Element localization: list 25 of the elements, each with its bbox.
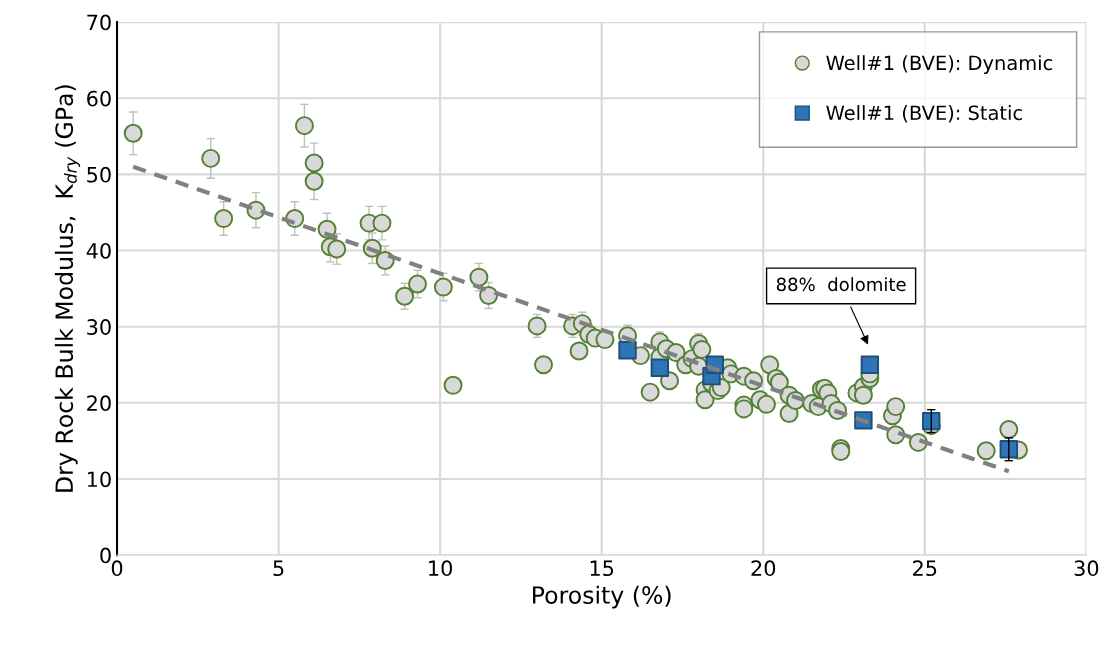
point: [922, 411, 941, 431]
point: [860, 355, 880, 374]
y-tick-label: 30: [87, 319, 111, 335]
x-tick-label: 25: [913, 560, 937, 577]
x-tick-label: 20: [751, 560, 776, 577]
x-tick-label: 0: [111, 560, 123, 577]
x-tick-label: 15: [590, 560, 614, 577]
point: [999, 440, 1018, 459]
y-tick-label: 70: [87, 14, 111, 31]
y-axis-title: Dry Rock Bulk Modulus, K$_{dry}$ (GPa): [54, 85, 81, 492]
legend-label: Well#1 (BVE): Static: [826, 105, 1022, 123]
x-tick-label: 30: [1074, 560, 1099, 577]
y-tick-label: 20: [87, 395, 111, 412]
y-tick-label: 10: [87, 471, 111, 488]
y-tick-label: 60: [87, 90, 111, 107]
point: [650, 358, 670, 377]
x-tick-label: 5: [273, 560, 284, 577]
y-tick-label: 40: [86, 242, 111, 259]
x-axis-title: Porosity (%): [533, 585, 671, 609]
legend-label: Well#1 (BVE): Dynamic: [826, 55, 1053, 74]
point: [618, 341, 637, 360]
x-tick-label: 10: [429, 560, 452, 577]
y-tick-label: 50: [87, 166, 111, 183]
y-tick-label: 0: [100, 547, 111, 564]
annotation: 88% dolomite: [776, 277, 906, 292]
